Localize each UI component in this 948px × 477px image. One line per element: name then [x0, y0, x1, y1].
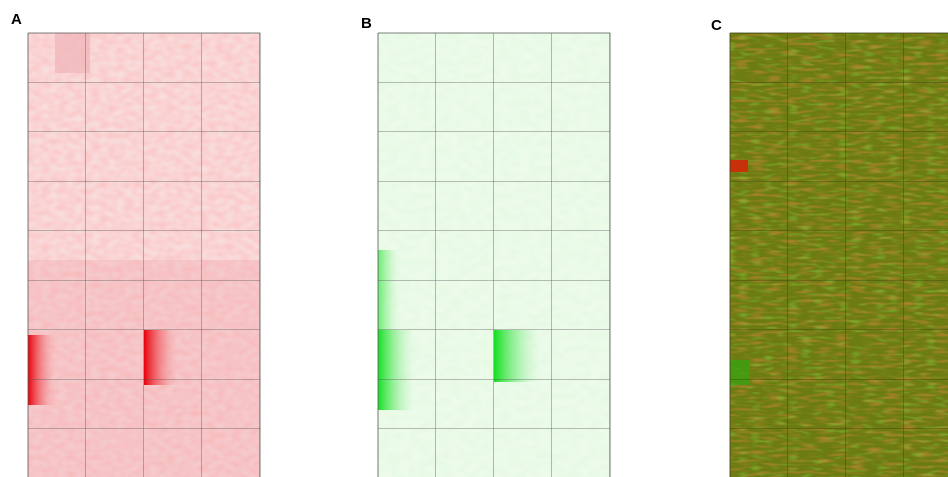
grid — [730, 33, 948, 477]
panel-a — [28, 33, 260, 477]
grid — [28, 33, 260, 477]
panel-label: A — [11, 11, 22, 28]
panel-c — [730, 33, 948, 477]
panel-label: B — [361, 15, 372, 32]
grid — [378, 33, 610, 477]
figure: A B C — [0, 0, 948, 477]
panel-label: C — [711, 17, 722, 34]
page: A B C (() => { const data = JSON.parse(d… — [0, 0, 948, 477]
panel-b — [378, 33, 610, 477]
